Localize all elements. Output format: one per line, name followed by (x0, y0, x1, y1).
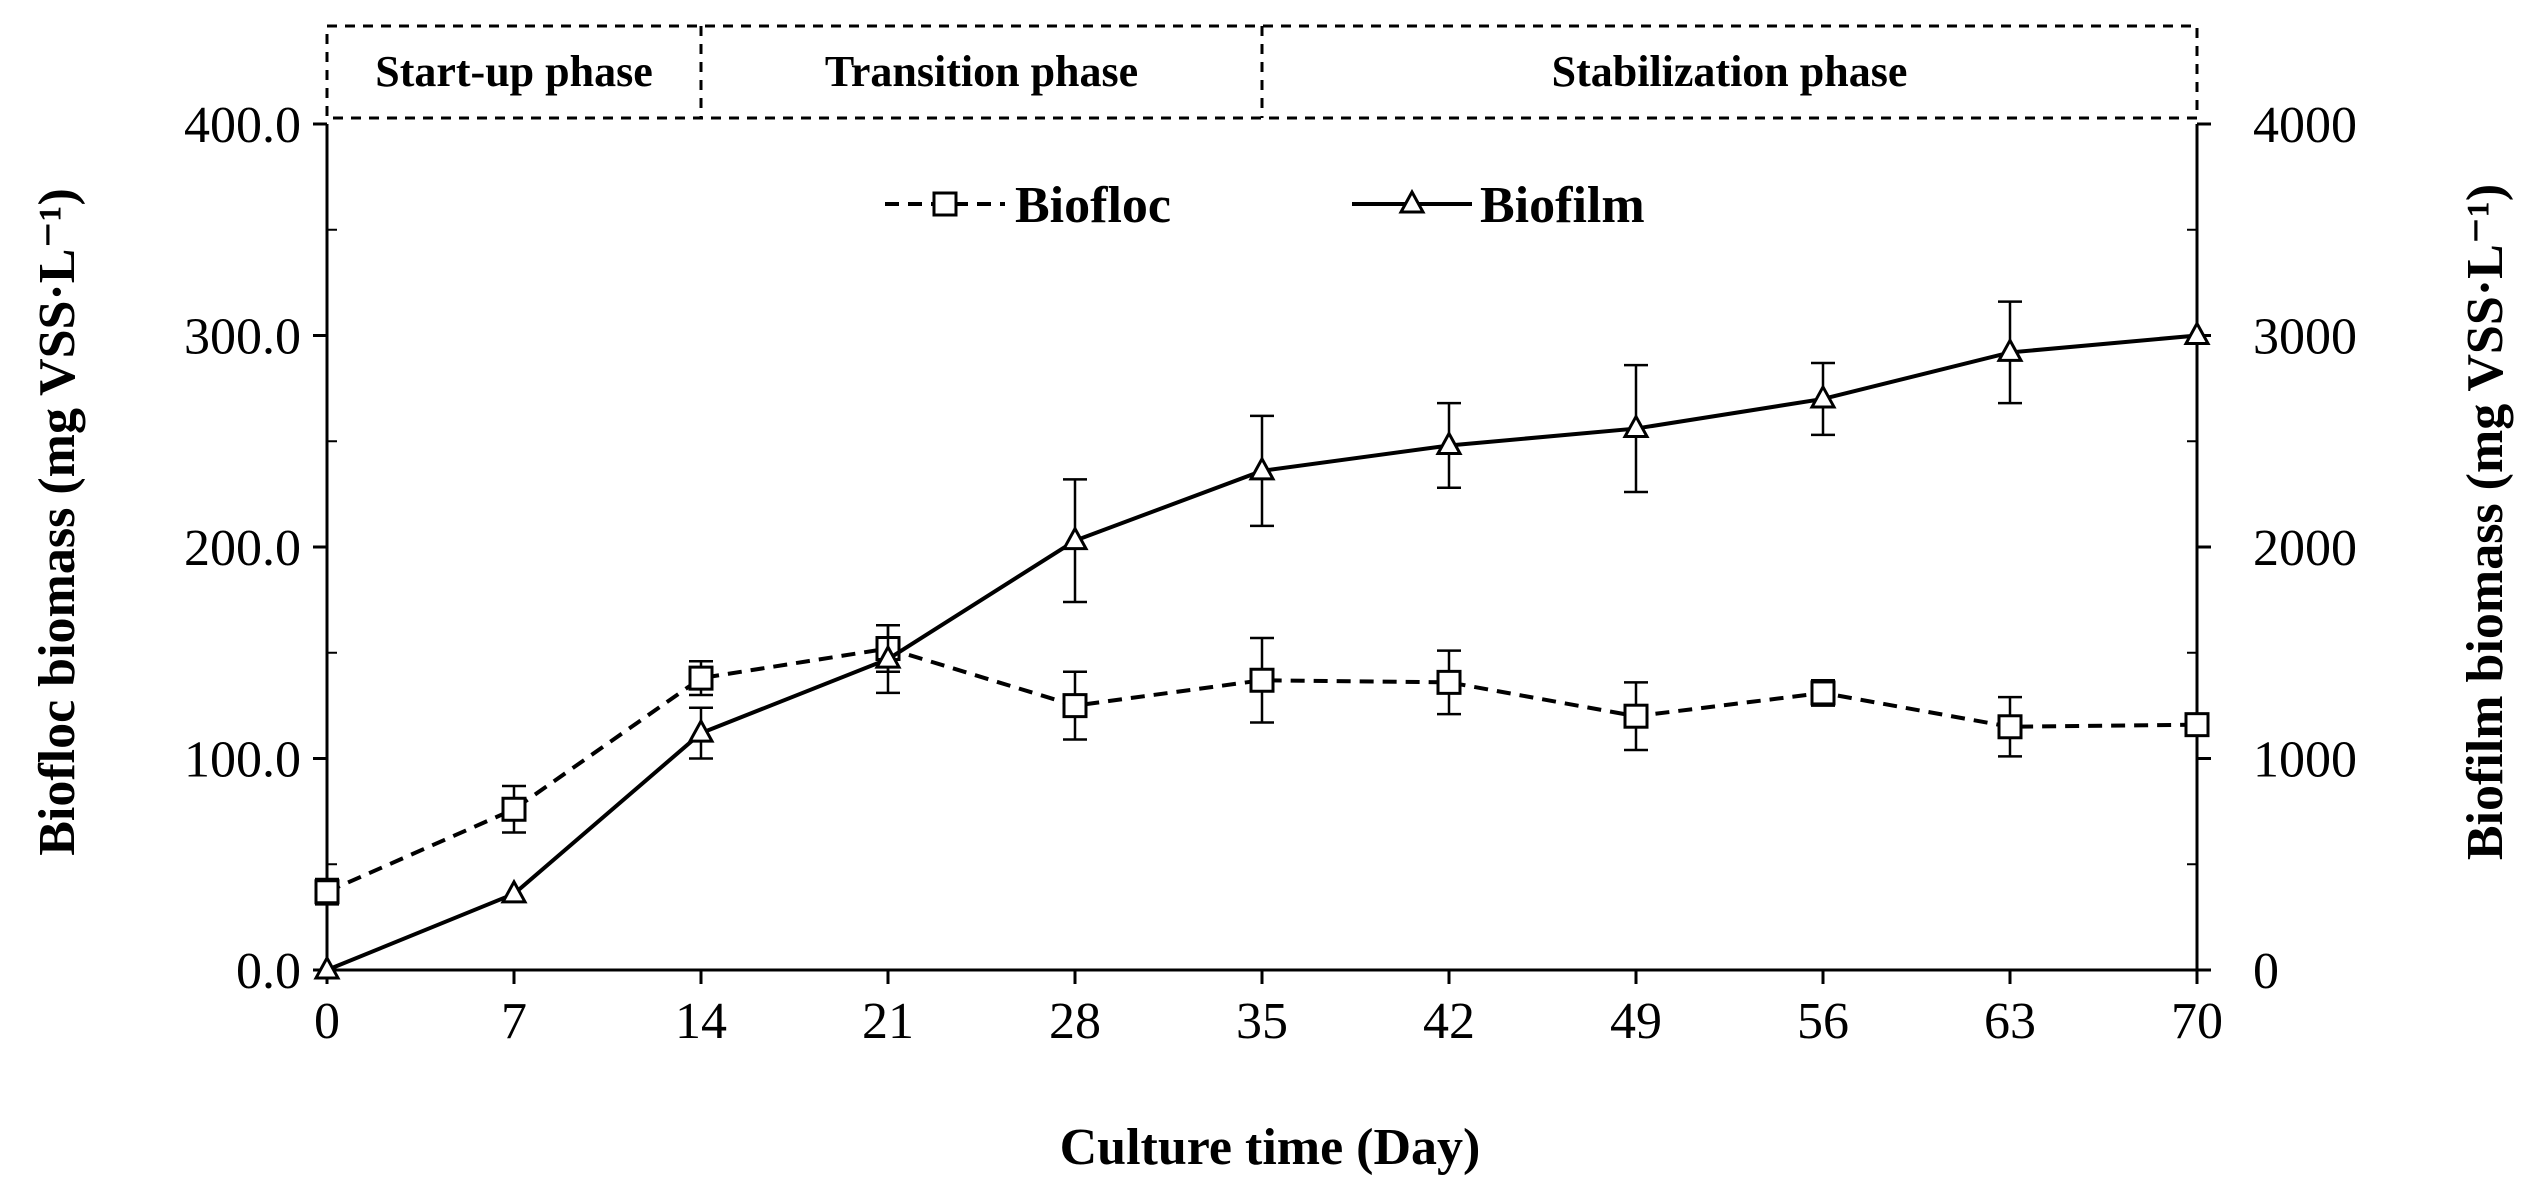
biofloc-point (1623, 703, 1649, 729)
biofloc-line (326, 646, 2198, 894)
biofilm-point (500, 878, 528, 904)
y-axis-right-title: Biofilm biomass (mg VSS·L⁻¹) (2457, 184, 2514, 860)
y-left-tick-label: 300.0 (184, 309, 301, 366)
biofloc-point (1436, 669, 1462, 695)
x-tick-label: 42 (1423, 993, 1475, 1050)
biofilm-point (2183, 320, 2211, 345)
phase-label: Start-up phase (375, 47, 653, 96)
biofilm-series (313, 300, 2211, 980)
phase-label: Stabilization phase (1552, 47, 1908, 96)
biofloc-point (2184, 712, 2210, 738)
biofloc-point (1810, 680, 1836, 706)
biofilm-point (1061, 525, 1089, 551)
biofilm-point (1435, 430, 1463, 455)
x-tick-label: 49 (1610, 993, 1662, 1050)
x-tick-label: 70 (2171, 993, 2223, 1050)
y-right-tick-label: 4000 (2253, 97, 2357, 154)
legend-item-biofilm: Biofilm (1352, 177, 1645, 234)
legend-marker (1398, 188, 1426, 214)
y-left-tick-label: 0.0 (236, 943, 301, 1000)
biofilm-point (1622, 413, 1650, 439)
y-right-tick-label: 3000 (2253, 309, 2357, 366)
x-tick-label: 7 (501, 993, 527, 1050)
biofloc-point (1249, 667, 1275, 693)
phase-band: Start-up phase Transition phase Stabilizat… (325, 24, 2199, 120)
y-right-tick-label: 0 (2253, 943, 2279, 1000)
x-tick-label: 63 (1984, 993, 2036, 1050)
legend-item-biofloc: Biofloc (885, 177, 1171, 234)
phase-label: Transition phase (825, 47, 1138, 96)
biofilm-point (313, 954, 341, 980)
axes: 0 7 14 21 28 35 42 49 56 63 70 0.0 100.0 200.0 300.0 40… (184, 97, 2357, 1050)
x-tick-label: 14 (675, 993, 727, 1050)
x-tick-label: 21 (862, 993, 914, 1050)
x-axis-title: Culture time (Day) (1060, 1119, 1481, 1176)
y-axis-left-title: Biofloc biomass (mg VSS·L⁻¹) (29, 188, 86, 856)
y-right-tick-label: 1000 (2253, 732, 2357, 789)
biofloc-point (1062, 693, 1088, 719)
x-tick-label: 0 (314, 993, 340, 1050)
y-left-tick-label: 400.0 (184, 97, 301, 154)
biofilm-point (1996, 337, 2024, 362)
plot-area (313, 300, 2211, 980)
legend-marker (932, 191, 958, 217)
biofloc-series (314, 624, 2210, 906)
y-left-tick-label: 100.0 (184, 732, 301, 789)
biofilm-point (687, 718, 715, 743)
legend-label: Biofloc (1015, 177, 1171, 234)
biofloc-point (501, 796, 527, 822)
phase-box (325, 24, 2199, 120)
legend-label: Biofilm (1480, 177, 1645, 234)
biofloc-point (314, 879, 340, 905)
biofloc-point (688, 665, 714, 691)
x-tick-label: 56 (1797, 993, 1849, 1050)
legend: Biofloc Biofilm (885, 177, 1645, 234)
y-right-tick-label: 2000 (2253, 520, 2357, 577)
y-left-tick-label: 200.0 (184, 520, 301, 577)
x-tick-label: 28 (1049, 993, 1101, 1050)
biofilm-point (1809, 383, 1837, 409)
biofilm-point (1248, 455, 1276, 481)
biofilm-point (874, 643, 902, 669)
x-tick-label: 35 (1236, 993, 1288, 1050)
biofloc-point (1997, 714, 2023, 740)
